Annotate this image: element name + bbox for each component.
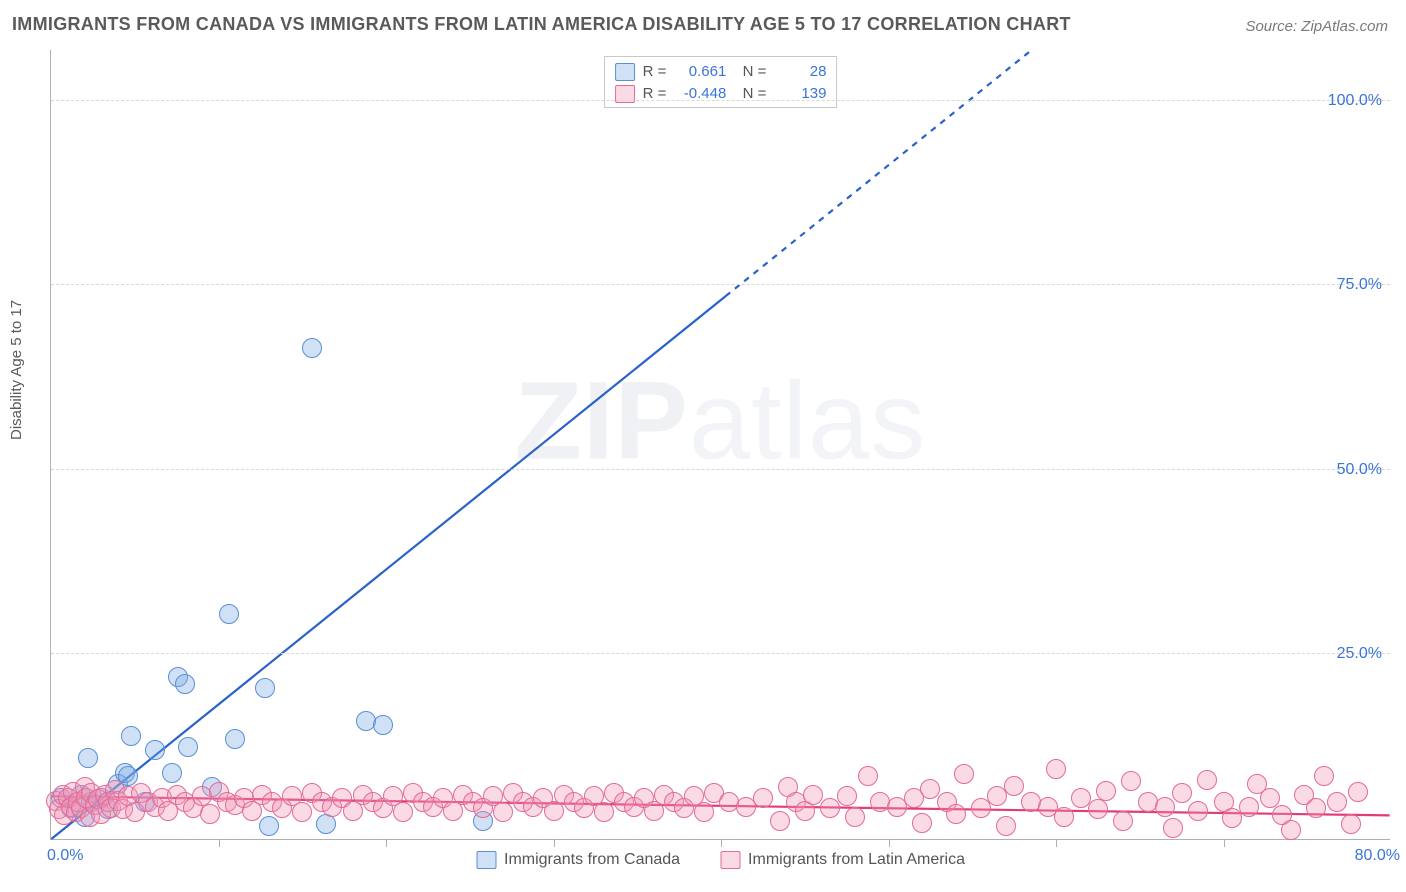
data-point (1327, 792, 1347, 812)
y-tick-label: 50.0% (1337, 461, 1382, 479)
data-point (1348, 782, 1368, 802)
data-point (858, 766, 878, 786)
gridline (51, 100, 1390, 101)
data-point (178, 737, 198, 757)
gridline (51, 469, 1390, 470)
data-point (292, 802, 312, 822)
data-point (1188, 801, 1208, 821)
data-point (121, 726, 141, 746)
data-point (1197, 770, 1217, 790)
data-point (1088, 799, 1108, 819)
x-tick (554, 839, 555, 847)
swatch-canada-icon (476, 851, 496, 869)
data-point (1239, 797, 1259, 817)
data-point (753, 788, 773, 808)
data-point (1260, 788, 1280, 808)
n-label: N = (734, 83, 766, 105)
trend-lines-layer (51, 50, 1390, 839)
corr-row-canada: R = 0.661 N = 28 (615, 61, 827, 83)
data-point (1046, 759, 1066, 779)
series-legend: Immigrants from Canada Immigrants from L… (476, 851, 965, 869)
gridline (51, 653, 1390, 654)
r-label: R = (643, 61, 667, 83)
data-point (259, 816, 279, 836)
r-value-latam: -0.448 (674, 83, 726, 105)
data-point (1121, 771, 1141, 791)
y-tick-label: 25.0% (1337, 645, 1382, 663)
y-tick-label: 100.0% (1328, 92, 1382, 110)
data-point (1341, 814, 1361, 834)
data-point (1113, 811, 1133, 831)
swatch-latam-icon (720, 851, 740, 869)
data-point (1281, 820, 1301, 840)
data-point (946, 804, 966, 824)
data-point (393, 802, 413, 822)
data-point (770, 811, 790, 831)
chart-title: IMMIGRANTS FROM CANADA VS IMMIGRANTS FRO… (12, 14, 1071, 35)
data-point (162, 763, 182, 783)
x-axis-max-label: 80.0% (1355, 847, 1400, 865)
legend-label-latam: Immigrants from Latin America (748, 851, 965, 869)
data-point (912, 813, 932, 833)
data-point (316, 814, 336, 834)
data-point (1004, 776, 1024, 796)
data-point (145, 740, 165, 760)
corr-row-latam: R = -0.448 N = 139 (615, 83, 827, 105)
plot-area: ZIPatlas R = 0.661 N = 28 R = -0.448 N =… (50, 50, 1390, 840)
data-point (803, 785, 823, 805)
data-point (954, 764, 974, 784)
x-tick (1056, 839, 1057, 847)
x-axis-min-label: 0.0% (47, 847, 83, 865)
data-point (594, 802, 614, 822)
data-point (78, 748, 98, 768)
y-tick-label: 75.0% (1337, 276, 1382, 294)
data-point (302, 338, 322, 358)
data-point (175, 674, 195, 694)
data-point (1306, 798, 1326, 818)
x-tick (889, 839, 890, 847)
data-point (1172, 783, 1192, 803)
legend-item-latam: Immigrants from Latin America (720, 851, 965, 869)
r-value-canada: 0.661 (674, 61, 726, 83)
x-tick (219, 839, 220, 847)
data-point (1096, 781, 1116, 801)
legend-label-canada: Immigrants from Canada (504, 851, 680, 869)
data-point (837, 786, 857, 806)
gridline (51, 284, 1390, 285)
n-label: N = (734, 61, 766, 83)
data-point (694, 802, 714, 822)
x-tick (1224, 839, 1225, 847)
data-point (845, 807, 865, 827)
legend-item-canada: Immigrants from Canada (476, 851, 680, 869)
data-point (1155, 797, 1175, 817)
swatch-canada (615, 63, 635, 81)
data-point (493, 802, 513, 822)
x-tick (721, 839, 722, 847)
data-point (1314, 766, 1334, 786)
data-point (373, 715, 393, 735)
data-point (219, 604, 239, 624)
r-label: R = (643, 83, 667, 105)
data-point (255, 678, 275, 698)
data-point (225, 729, 245, 749)
n-value-latam: 139 (774, 83, 826, 105)
n-value-canada: 28 (774, 61, 826, 83)
x-tick (386, 839, 387, 847)
source-label: Source: ZipAtlas.com (1245, 18, 1388, 35)
data-point (1054, 807, 1074, 827)
data-point (1163, 818, 1183, 838)
data-point (996, 816, 1016, 836)
y-axis-label: Disability Age 5 to 17 (8, 300, 25, 440)
data-point (920, 779, 940, 799)
